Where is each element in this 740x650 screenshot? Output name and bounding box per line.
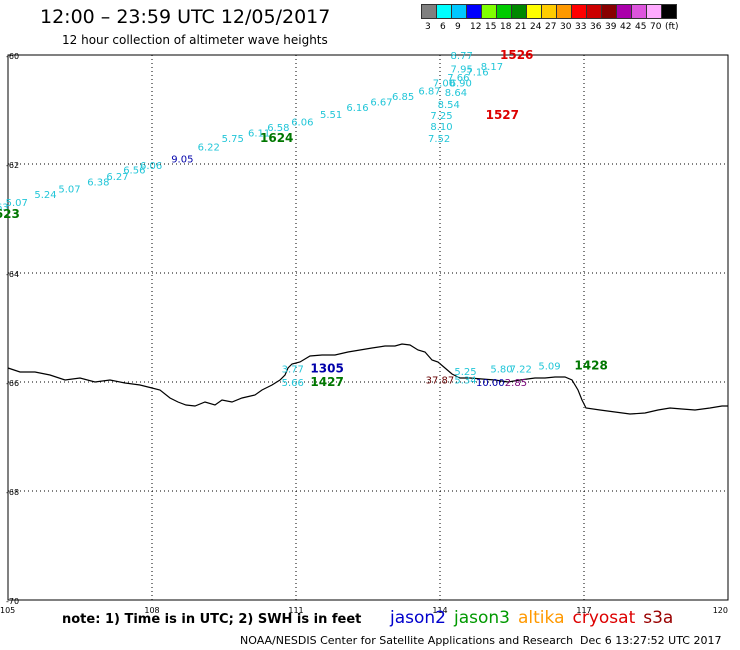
wave-height-label: 8.10 [430,122,452,133]
wave-height-label: 8.54 [438,100,460,111]
color-scale-label: 18 [500,22,512,32]
satellite-legend-item: altika [518,608,565,628]
lat-tick-label: -66 [6,379,19,388]
color-scale-label: 15 [485,22,497,32]
map-title: 12:00 – 23:59 UTC 12/05/2017 [40,6,331,28]
wave-height-label: 6.22 [198,143,220,154]
color-scale-label: 9 [455,22,461,32]
color-scale-label: 42 [620,22,632,32]
wave-height-label: 3.77 [282,364,304,375]
satellite-legend-item: jason3 [454,608,510,628]
wave-height-label: 7.52 [428,134,450,145]
wave-height-label: 5.75 [222,134,244,145]
wave-height-label: 5.34 [454,375,476,386]
wave-height-label: 7.66 [447,73,469,84]
lon-tick-label: 114 [432,606,447,615]
lon-tick-label: 105 [0,606,15,615]
wave-height-label: 7.16 [466,67,488,78]
observation-time-label: 1527 [486,108,519,122]
observation-time-label: 1305 [310,361,343,375]
satellite-legend: jason2 jason3 altika cryosat s3a [390,608,681,628]
color-scale-label: (ft) [665,22,679,32]
lat-tick-label: -62 [6,161,19,170]
credit-line: NOAA/NESDIS Center for Satellite Applica… [240,634,574,647]
color-scale-label: 33 [575,22,587,32]
color-scale-swatches [421,4,677,19]
wave-height-label: 6.56 [123,165,145,176]
color-scale-label: 6 [440,22,446,32]
wave-height-label: 8.17 [481,62,503,73]
color-scale-label: 45 [635,22,647,32]
satellite-legend-item: jason2 [390,608,446,628]
wave-height-label: 6.16 [346,103,368,114]
wave-height-label: 6.38 [87,177,109,188]
wave-height-label: 8.77 [451,51,473,62]
wave-height-label: 4.63 [0,203,9,214]
wave-height-label: 6.87 [418,86,440,97]
observation-labels: 8.77 1526 7.95 8.177.167.667.006.90 6.87 8.64… [0,48,608,389]
color-scale-label: 21 [515,22,527,32]
lat-tick-label: -68 [6,488,19,497]
wave-height-label: 9.05 [171,155,193,166]
color-scale-label: 70 [650,22,662,32]
observation-time-label: 1230 [0,217,1,231]
color-scale-legend: 3 6 9 12 15 18 21 24 27 30 33 36 39 42 45 70 (ft) [421,4,679,38]
wave-height-label: 6.90 [450,78,472,89]
wave-height-label: 8.64 [445,88,467,99]
wave-height-label: 2.85 [505,378,527,389]
color-scale-label: 39 [605,22,617,32]
wave-height-label: 6.27 [106,172,128,183]
lon-tick-label: 117 [576,606,591,615]
color-scale-label: 24 [530,22,542,32]
wave-height-label: 6.11 [248,128,270,139]
grid-lines [8,55,728,600]
color-scale-label: 30 [560,22,572,32]
map-subtitle: 12 hour collection of altimeter wave hei… [62,33,328,47]
coastline [7,343,728,415]
wave-height-label: 5.24 [34,190,56,201]
wave-height-label: 5.80 [490,364,512,375]
wave-height-label: 7.22 [510,364,532,375]
wave-height-label: 6.06 [291,117,313,128]
lat-tick-label: -64 [6,270,19,279]
wave-height-label: 6.58 [267,123,289,134]
color-scale-label: 12 [470,22,482,32]
observation-time-label: 1427 [310,375,343,389]
satellite-legend-item: s3a [643,608,674,628]
wave-height-label: 7.95 [451,65,473,76]
wave-height-label: 6.06 [140,161,162,172]
observation-time-label: 1624 [260,131,293,145]
satellite-legend-item: cryosat [572,608,636,628]
observation-time-label: 1623 [0,207,20,221]
observation-time-label: 1526 [500,48,533,62]
map-frame [7,54,729,601]
wave-height-label: 5.51 [320,110,342,121]
wave-height-label: 5.25 [454,367,476,378]
wave-height-label: 37.87 [426,375,455,386]
lon-tick-label: 120 [713,606,728,615]
color-scale-label: 36 [590,22,602,32]
wave-height-label: 6.67 [370,97,392,108]
lon-tick-label: 108 [144,606,159,615]
generation-timestamp: Dec 6 13:27:52 UTC 2017 [580,634,722,647]
observation-time-label: 1428 [574,359,607,373]
lon-tick-label: 111 [288,606,303,615]
wave-height-label: 5.07 [6,198,28,209]
footnote: note: 1) Time is in UTC; 2) SWH is in fe… [62,612,362,627]
wave-height-label: 10.00 [476,378,505,389]
color-scale-label: 27 [545,22,557,32]
wave-height-label: 7.25 [430,111,452,122]
wave-height-label: 5.07 [58,185,80,196]
wave-height-label: 7.00 [433,78,455,89]
lat-tick-label: -70 [6,597,19,606]
wave-height-label: 6.85 [392,92,414,103]
color-scale-label: 3 [425,22,431,32]
lat-tick-label: -60 [6,52,19,61]
color-swatch [661,4,677,19]
wave-height-label: 5.09 [538,362,560,373]
wave-height-label: 5.66 [282,378,304,389]
